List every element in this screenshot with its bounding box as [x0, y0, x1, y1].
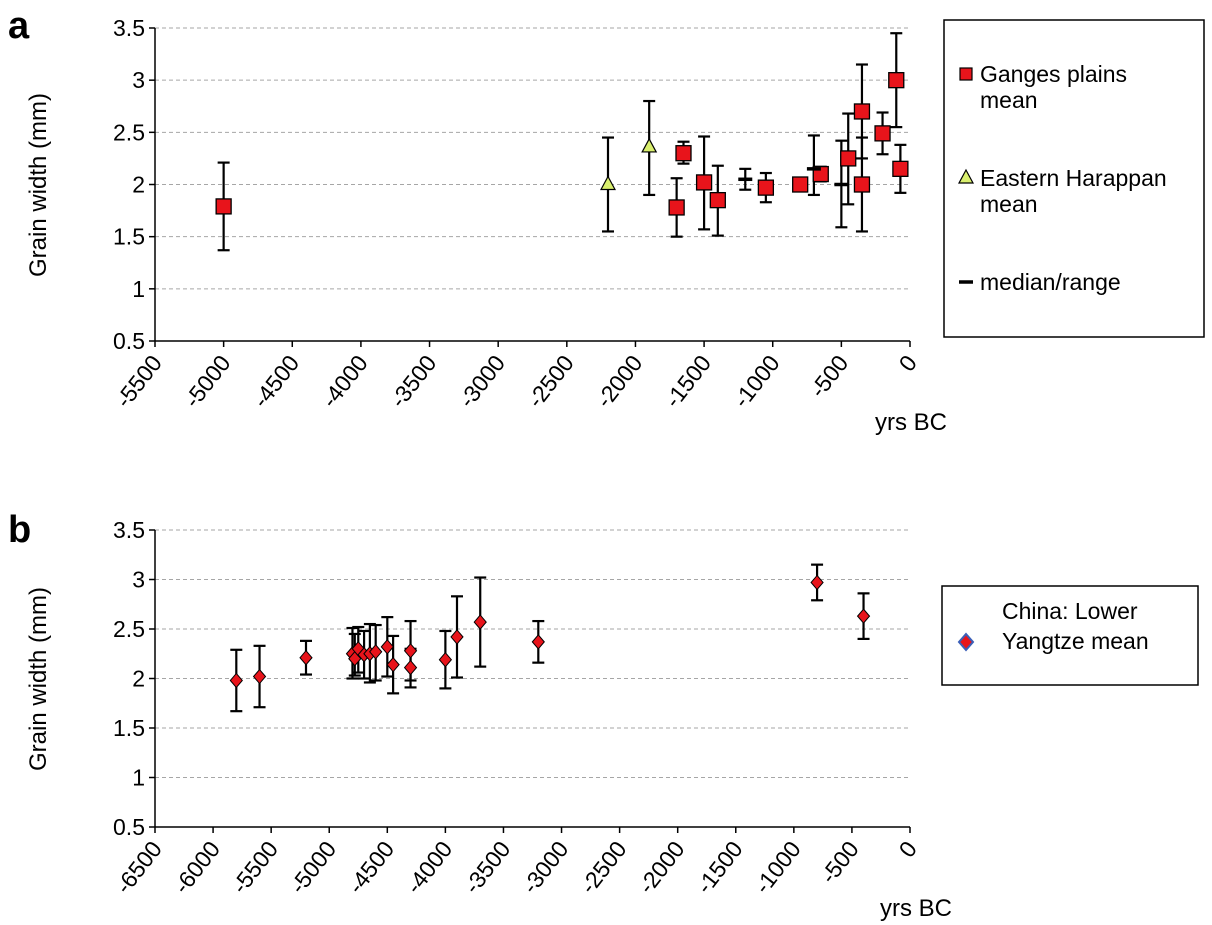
diamond-point — [403, 643, 418, 659]
x-tick-label: -2500 — [522, 350, 579, 412]
square-point — [888, 72, 905, 89]
x-tick-label: -4000 — [401, 836, 458, 898]
y-tick-label: 3 — [132, 567, 145, 593]
diamond-point — [856, 608, 871, 624]
x-axis-title: yrs BC — [875, 409, 947, 436]
x-tick-label: -4500 — [343, 836, 400, 898]
y-axis-title: Grain width (mm) — [25, 587, 52, 771]
square-point — [215, 198, 232, 215]
legend-label: Eastern Harappan — [980, 165, 1167, 191]
square-point — [792, 176, 809, 193]
x-tick-label: -5000 — [284, 836, 341, 898]
diamond-point — [369, 644, 383, 660]
diamond-point — [252, 668, 267, 685]
y-tick-label: 2.5 — [113, 616, 145, 642]
x-tick-label: -1000 — [728, 350, 785, 412]
y-tick-label: 0.5 — [113, 814, 145, 840]
y-tick-label: 1 — [132, 276, 145, 302]
diamond-point — [438, 651, 453, 668]
square-point — [853, 176, 871, 193]
x-tick-label: -5000 — [179, 350, 236, 412]
diamond-point — [450, 629, 464, 645]
diamond-point — [380, 639, 394, 655]
square-point — [709, 191, 726, 209]
triangle-point — [641, 137, 658, 153]
x-tick-label: -1500 — [691, 836, 748, 898]
panel-label: b — [8, 509, 31, 551]
x-tick-label: -3000 — [517, 836, 574, 898]
y-axis-title: Grain width (mm) — [25, 93, 52, 277]
legend-marker — [959, 67, 973, 81]
diamond-point — [299, 649, 313, 666]
legend-label: mean — [980, 87, 1038, 113]
y-tick-label: 2 — [132, 172, 145, 198]
x-tick-label: -2000 — [633, 836, 690, 898]
legend-label: median/range — [980, 269, 1121, 295]
diamond-point — [473, 614, 487, 630]
y-tick-label: 1.5 — [113, 224, 145, 250]
legend-marker — [957, 632, 975, 652]
x-tick-label: -3500 — [385, 350, 442, 412]
x-tick-label: -4500 — [248, 350, 305, 412]
panel-label: a — [8, 5, 30, 47]
y-tick-label: 0.5 — [113, 328, 145, 354]
square-point — [874, 125, 891, 142]
diamond-point — [229, 672, 243, 689]
x-tick-label: -4000 — [316, 350, 373, 412]
square-point — [675, 145, 692, 162]
y-tick-label: 3 — [132, 67, 145, 93]
x-tick-label: -1500 — [659, 350, 716, 412]
panel-a: a0.511.522.533.5-5500 -5000 -4500 -4000 -350… — [8, 5, 1205, 436]
x-tick-label: -3000 — [453, 350, 510, 412]
y-tick-label: 3.5 — [113, 15, 145, 41]
x-tick-label: -5500 — [226, 836, 283, 898]
legend-label: China: Lower — [1002, 598, 1138, 624]
square-point — [892, 160, 909, 178]
legend-box — [943, 19, 1205, 338]
square-point — [757, 179, 775, 196]
x-tick-label: -2000 — [591, 350, 648, 412]
x-tick-label: -6000 — [168, 836, 225, 898]
x-tick-label: -3500 — [459, 836, 516, 898]
x-tick-label: -500 — [804, 350, 853, 402]
x-tick-label: -6500 — [110, 836, 167, 898]
x-tick-label: -500 — [815, 836, 864, 888]
y-tick-label: 2 — [132, 666, 145, 692]
triangle-point — [599, 175, 617, 191]
legend-label: Ganges plains — [980, 61, 1127, 87]
x-tick-label: -5500 — [110, 350, 167, 412]
x-tick-label: -2500 — [575, 836, 632, 898]
diamond-point — [403, 659, 418, 676]
x-axis-title: yrs BC — [880, 895, 952, 922]
y-tick-label: 1.5 — [113, 715, 145, 741]
legend-marker — [957, 168, 975, 184]
square-point — [695, 174, 713, 191]
y-tick-label: 2.5 — [113, 119, 145, 145]
diamond-point — [810, 574, 824, 591]
legend-label: mean — [980, 191, 1038, 217]
panel-b: b0.511.522.533.5-6500 -6000 -5500 -5000 -450… — [8, 509, 1199, 922]
square-point — [668, 199, 685, 216]
y-tick-label: 3.5 — [113, 517, 145, 543]
legend-label: Yangtze mean — [1002, 628, 1149, 654]
square-point — [840, 150, 857, 167]
diamond-point — [386, 656, 400, 673]
y-tick-label: 1 — [132, 765, 145, 791]
x-tick-label: -1000 — [749, 836, 806, 898]
square-point — [853, 103, 871, 120]
legend-box — [941, 585, 1199, 686]
x-tick-label: 0 — [894, 350, 922, 376]
x-tick-label: 0 — [894, 836, 922, 862]
diamond-point — [531, 634, 545, 650]
